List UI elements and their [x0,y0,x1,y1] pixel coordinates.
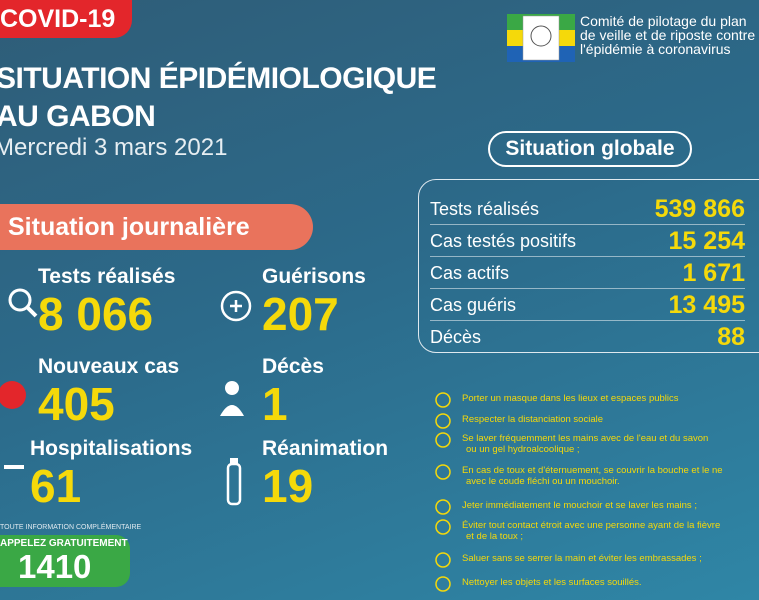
daily-value: 61 [30,460,82,512]
title: SITUATION ÉPIDÉMIOLOGIQUE [0,62,437,95]
global-label: Cas actifs [430,263,510,283]
date: Mercredi 3 mars 2021 [0,134,228,161]
covid-tag: COVID-19 [0,0,132,38]
prevention-text: Respecter la distanciation sociale [462,414,603,425]
prevention-text: Nettoyer les objets et les surfaces soui… [462,577,642,588]
hotline-box [0,535,130,587]
prevention-icon [434,431,452,449]
prevention-icon [434,412,452,430]
prevention-text: et de la toux ; [466,531,524,542]
daily-value: 19 [262,460,314,512]
prevention-text: En cas de toux et d'éternuement, se couv… [462,465,723,476]
daily-label: Hospitalisations [30,437,193,460]
daily-icons [0,288,252,469]
hotline-number: 1410 [18,548,92,585]
prevention-text: ou un gel hydroalcoolique ; [466,444,580,455]
daily-value: 405 [38,378,115,430]
daily-icons [220,381,244,506]
global-heading: Situation globale [488,131,692,167]
prevention-icon [434,463,452,481]
daily-label: Guérisons [262,265,366,288]
global-value: 539 866 [654,195,745,223]
daily-value: 8 066 [38,288,154,340]
daily-value: 207 [262,288,339,340]
prevention-text: Éviter tout contact étroit avec une pers… [462,520,721,531]
daily-heading: Situation journalière [0,204,313,250]
global-row: Tests réalisés 539 866 [430,194,745,225]
daily-value: 1 [262,378,288,430]
global-label: Cas testés positifs [430,231,577,251]
hotline-call: APPELEZ GRATUITEMENT [0,538,128,549]
global-label: Cas guéris [430,295,517,315]
hotline-info: TOUTE INFORMATION COMPLÉMENTAIRE [0,524,142,531]
daily-label: Tests réalisés [38,265,176,288]
prevention-text: Porter un masque dans les lieux et espac… [462,393,679,404]
prevention-icon [434,391,452,409]
prevention-text: Se laver fréquemment les mains avec de l… [462,433,709,444]
daily-label: Nouveaux cas [38,355,180,378]
committee-line: de veille et de riposte contre [580,27,756,43]
prevention-text: Jeter immédiatement le mouchoir et se la… [462,500,697,511]
prevention-icon [434,575,452,593]
global-label: Tests réalisés [430,199,540,219]
daily-label: Décès [262,355,324,378]
global-value: 1 671 [682,259,745,287]
prevention-icon [434,551,452,569]
global-row: Cas actifs 1 671 [430,258,745,289]
global-row: Cas guéris 13 495 [430,290,745,321]
prevention-text: Saluer sans se serrer la main et éviter … [462,553,702,564]
global-label: Décès [430,327,482,347]
global-value: 15 254 [668,227,745,255]
committee-line: l'épidémie à coronavirus [580,41,731,57]
global-row: Décès 88 [430,322,745,352]
global-box [418,179,759,353]
committee-line: Comité de pilotage du plan [580,13,747,29]
daily-label: Réanimation [262,437,389,460]
title: AU GABON [0,100,156,133]
prevention-icon [434,518,452,536]
logo-flag [507,14,575,62]
global-row: Cas testés positifs 15 254 [430,226,745,257]
prevention-text: avec le coude fléchi ou un mouchoir. [466,476,620,487]
prevention-icon [434,498,452,516]
global-value: 88 [717,323,745,351]
global-value: 13 495 [668,291,745,319]
